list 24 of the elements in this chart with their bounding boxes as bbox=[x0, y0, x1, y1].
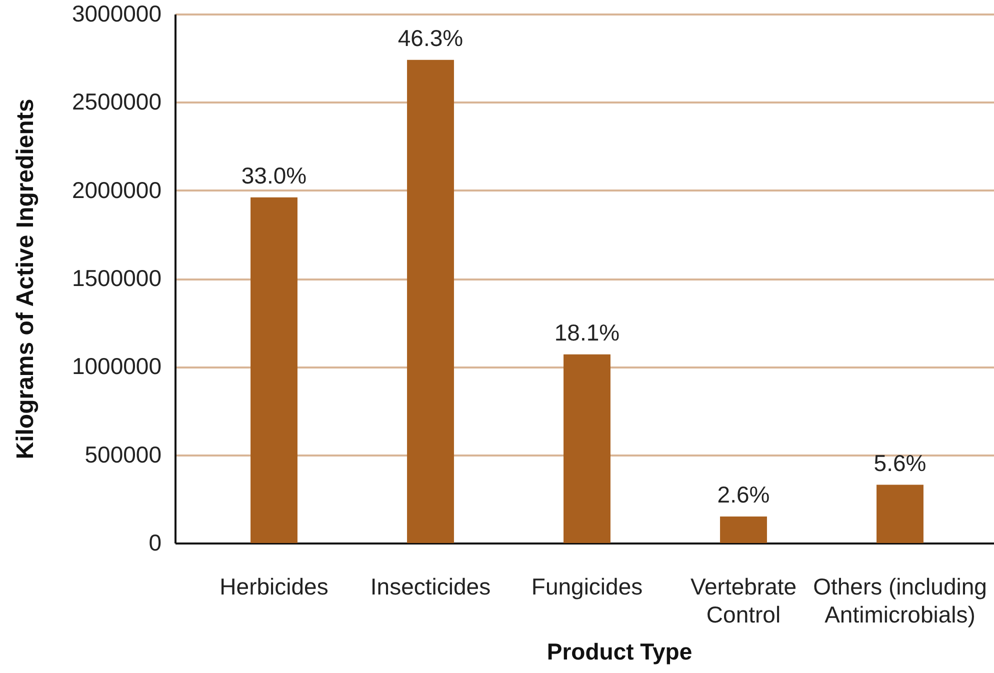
y-tick-label: 1500000 bbox=[72, 265, 162, 291]
annotation: 33.0% bbox=[241, 162, 307, 188]
y-tick-label: 500000 bbox=[84, 441, 162, 468]
annotation: 2.6% bbox=[717, 482, 770, 508]
bar bbox=[876, 484, 924, 543]
y-tick-label: 2500000 bbox=[72, 88, 162, 115]
x-axis-title: Product Type bbox=[546, 638, 692, 664]
x-tick-label: Insecticides bbox=[370, 574, 491, 600]
x-tick-label: Others (including Antimicrobials) bbox=[813, 574, 987, 628]
bar bbox=[564, 354, 610, 543]
bar bbox=[720, 516, 767, 543]
bar bbox=[407, 60, 454, 543]
annotation: 46.3% bbox=[398, 24, 464, 51]
bar bbox=[250, 197, 298, 543]
annotation: 18.1% bbox=[554, 319, 620, 346]
x-tick-label: Vertebrate Control bbox=[690, 574, 797, 628]
y-tick-label: 1000000 bbox=[72, 353, 162, 380]
x-tick-label: Herbicides bbox=[220, 574, 328, 600]
x-tick-label: Fungicides bbox=[531, 574, 643, 600]
y-axis-title: Kilograms of Active Ingredients bbox=[12, 98, 39, 460]
y-tick-label: 3000000 bbox=[72, 0, 162, 26]
y-tick-label: 2000000 bbox=[72, 176, 162, 203]
y-tick-label: 0 bbox=[148, 530, 162, 556]
annotation: 5.6% bbox=[874, 450, 926, 476]
